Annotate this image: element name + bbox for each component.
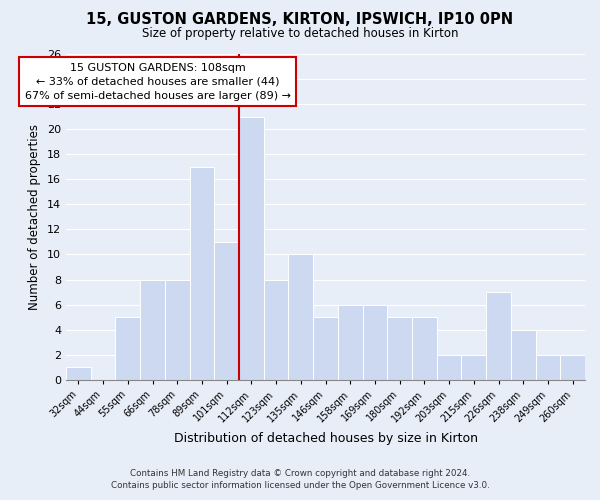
Bar — [239, 116, 264, 380]
Bar — [486, 292, 511, 380]
Text: Size of property relative to detached houses in Kirton: Size of property relative to detached ho… — [142, 28, 458, 40]
Bar — [264, 280, 289, 380]
Text: Contains HM Land Registry data © Crown copyright and database right 2024.
Contai: Contains HM Land Registry data © Crown c… — [110, 468, 490, 490]
Bar — [140, 280, 165, 380]
Bar — [388, 317, 412, 380]
Bar — [66, 367, 91, 380]
Text: 15 GUSTON GARDENS: 108sqm
← 33% of detached houses are smaller (44)
67% of semi-: 15 GUSTON GARDENS: 108sqm ← 33% of detac… — [25, 63, 290, 101]
Bar — [338, 304, 362, 380]
Bar — [289, 254, 313, 380]
Bar — [165, 280, 190, 380]
Bar — [536, 354, 560, 380]
Bar — [190, 167, 214, 380]
Bar — [437, 354, 461, 380]
Text: 15, GUSTON GARDENS, KIRTON, IPSWICH, IP10 0PN: 15, GUSTON GARDENS, KIRTON, IPSWICH, IP1… — [86, 12, 514, 28]
Bar — [115, 317, 140, 380]
Bar — [313, 317, 338, 380]
Bar — [214, 242, 239, 380]
Bar — [461, 354, 486, 380]
Bar — [511, 330, 536, 380]
Bar — [412, 317, 437, 380]
X-axis label: Distribution of detached houses by size in Kirton: Distribution of detached houses by size … — [173, 432, 478, 445]
Y-axis label: Number of detached properties: Number of detached properties — [28, 124, 41, 310]
Bar — [560, 354, 585, 380]
Bar — [362, 304, 388, 380]
